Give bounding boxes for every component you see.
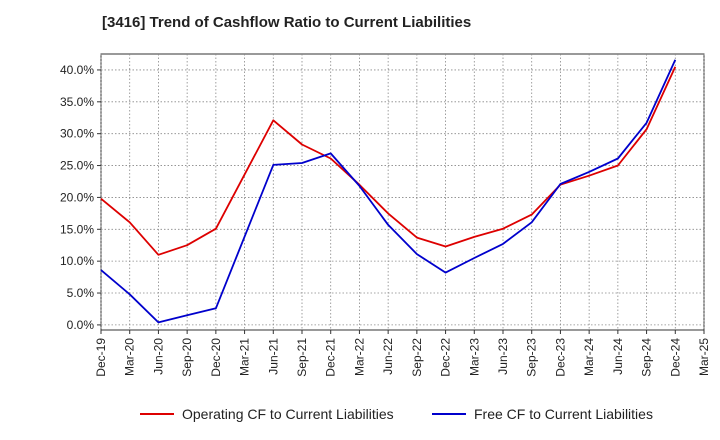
x-tick-label: Dec-23 (553, 338, 567, 377)
x-tick-label: Jun-21 (266, 338, 280, 375)
x-tick-label: Dec-19 (94, 338, 108, 377)
x-tick-label: Jun-20 (151, 338, 165, 375)
series-lines (100, 59, 677, 324)
chart-title: [3416] Trend of Cashflow Ratio to Curren… (102, 14, 472, 31)
legend: Operating CF to Current Liabilities Free … (140, 406, 653, 422)
y-tick-label: 40.0% (60, 63, 94, 77)
x-tick-label: Sep-21 (295, 338, 309, 377)
series-line-operating-cf (100, 66, 677, 256)
y-tick-label: 30.0% (60, 127, 94, 141)
x-tick-label: Mar-20 (123, 338, 137, 376)
x-tick-label: Jun-23 (496, 338, 510, 375)
x-tick-label: Jun-22 (381, 338, 395, 375)
y-tick-label: 5.0% (67, 286, 95, 300)
y-tick-label: 0.0% (67, 318, 95, 332)
x-tick-label: Mar-23 (467, 338, 481, 376)
x-tick-label: Sep-23 (525, 338, 539, 377)
y-axis-ticks: 0.0% 5.0% 10.0% 15.0% 20.0% 25.0% 30.0% 35.0% 40… (60, 63, 101, 332)
y-tick-label: 15.0% (60, 222, 94, 236)
y-tick-label: 10.0% (60, 254, 94, 268)
x-tick-label: Jun-24 (611, 338, 625, 375)
x-tick-label: Dec-24 (668, 338, 682, 377)
grid-lines (100, 54, 705, 330)
x-tick-label: Mar-24 (582, 338, 596, 376)
x-tick-label: Sep-20 (180, 338, 194, 377)
series-line-free-cf (100, 59, 677, 324)
y-tick-label: 25.0% (60, 159, 94, 173)
x-tick-label: Dec-22 (439, 338, 453, 377)
x-tick-label: Dec-21 (324, 338, 338, 377)
x-tick-label: Mar-25 (697, 338, 711, 376)
x-tick-label: Mar-22 (352, 338, 366, 376)
legend-label: Operating CF to Current Liabilities (182, 406, 394, 422)
y-tick-label: 35.0% (60, 95, 94, 109)
x-tick-label: Sep-24 (640, 338, 654, 377)
plot-area (100, 53, 705, 331)
x-tick-label: Mar-21 (238, 338, 252, 376)
x-tick-label: Sep-22 (410, 338, 424, 377)
x-tick-label: Dec-20 (209, 338, 223, 377)
legend-label: Free CF to Current Liabilities (474, 406, 653, 422)
y-tick-label: 20.0% (60, 190, 94, 204)
x-axis-ticks: Dec-19 Mar-20 Jun-20 Sep-20 Dec-20 Mar-21 Jun-… (94, 330, 711, 377)
